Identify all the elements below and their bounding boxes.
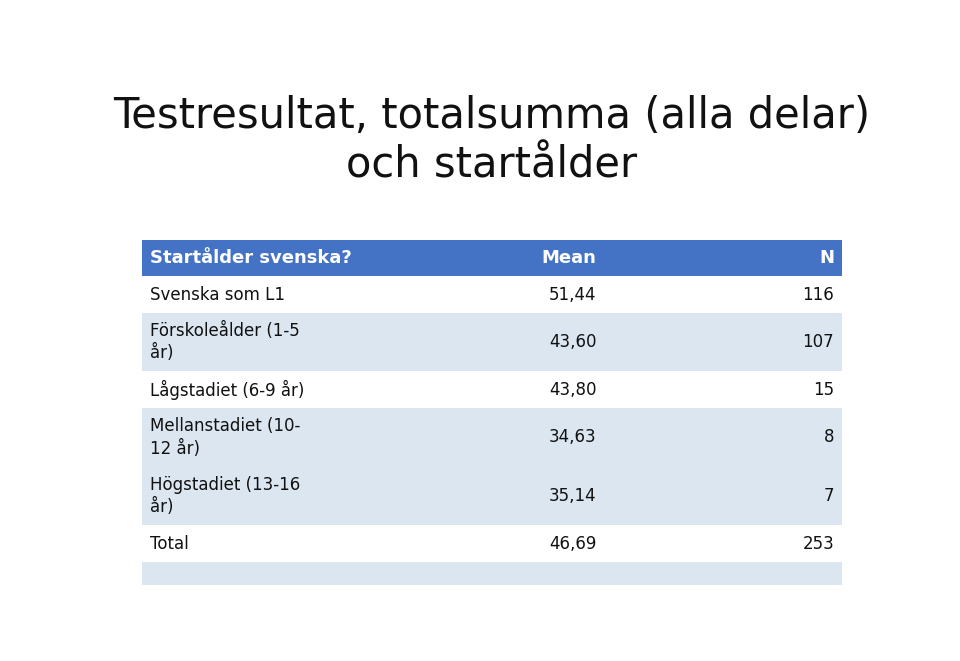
Text: 15: 15 <box>813 381 834 399</box>
Text: N: N <box>819 249 834 267</box>
Bar <box>363 276 604 313</box>
Bar <box>363 240 604 276</box>
Text: Total: Total <box>150 535 188 553</box>
Bar <box>363 562 604 585</box>
Bar <box>142 313 363 371</box>
Bar <box>604 240 842 276</box>
Text: Svenska som L1: Svenska som L1 <box>150 286 285 303</box>
Bar <box>604 276 842 313</box>
Text: 43,80: 43,80 <box>549 381 596 399</box>
Text: Förskoleålder (1-5
år): Förskoleålder (1-5 år) <box>150 322 300 362</box>
Text: Mellanstadiet (10-
12 år): Mellanstadiet (10- 12 år) <box>150 417 300 457</box>
Text: Högstadiet (13-16
år): Högstadiet (13-16 år) <box>150 476 300 516</box>
Bar <box>604 371 842 408</box>
Bar <box>363 467 604 525</box>
Text: 51,44: 51,44 <box>549 286 596 303</box>
Bar <box>363 371 604 408</box>
Text: 107: 107 <box>803 333 834 351</box>
Bar <box>142 240 363 276</box>
Text: Lågstadiet (6-9 år): Lågstadiet (6-9 år) <box>150 380 304 400</box>
Bar <box>142 525 363 562</box>
Text: 46,69: 46,69 <box>549 535 596 553</box>
Text: 34,63: 34,63 <box>549 428 596 446</box>
Text: 7: 7 <box>824 487 834 505</box>
Text: 35,14: 35,14 <box>549 487 596 505</box>
Bar <box>363 408 604 467</box>
Bar <box>142 467 363 525</box>
Bar <box>363 525 604 562</box>
Bar <box>142 276 363 313</box>
Text: Testresultat, totalsumma (alla delar)
och startålder: Testresultat, totalsumma (alla delar) oc… <box>113 95 871 187</box>
Bar <box>142 408 363 467</box>
Bar <box>604 562 842 585</box>
Bar <box>604 313 842 371</box>
Text: Startålder svenska?: Startålder svenska? <box>150 249 351 267</box>
Bar <box>142 371 363 408</box>
Text: 253: 253 <box>803 535 834 553</box>
Text: 116: 116 <box>803 286 834 303</box>
Text: 43,60: 43,60 <box>549 333 596 351</box>
Bar <box>142 562 363 585</box>
Text: Mean: Mean <box>541 249 596 267</box>
Bar <box>604 408 842 467</box>
Text: 8: 8 <box>824 428 834 446</box>
Bar <box>363 313 604 371</box>
Bar <box>604 467 842 525</box>
Bar <box>604 525 842 562</box>
